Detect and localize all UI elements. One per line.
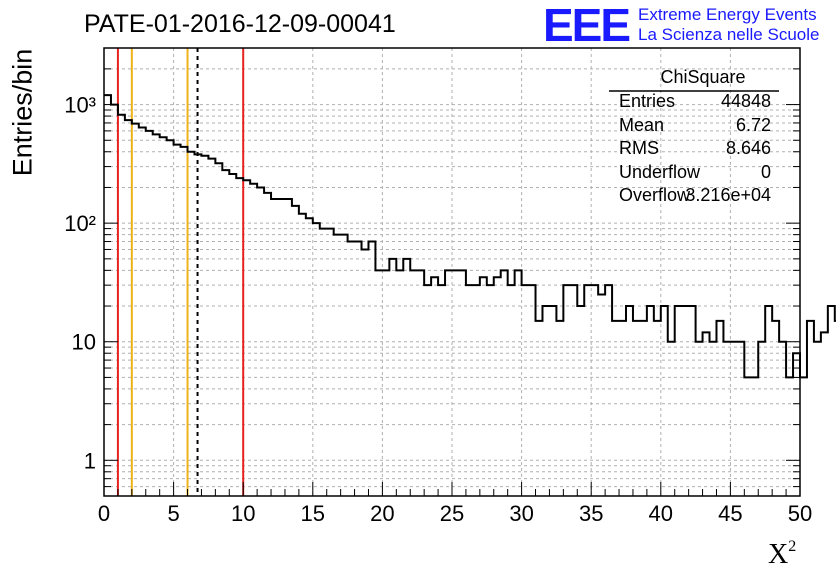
y-tick-label: 1 — [84, 448, 96, 473]
x-tick-label: 0 — [98, 501, 110, 526]
x-tick-label: 45 — [718, 501, 742, 526]
stats-title: ChiSquare — [660, 67, 746, 87]
stats-value: 44848 — [720, 91, 771, 111]
x-tick-label: 35 — [579, 501, 603, 526]
stats-row-overflow: Overflow 3.216e+04 — [615, 185, 771, 209]
stats-value: 3.216e+04 — [685, 185, 771, 206]
stats-divider — [609, 90, 779, 92]
chart-title: PATE-01-2016-12-09-00041 — [84, 10, 396, 38]
eee-logo: EEE — [543, 0, 631, 51]
x-tick-label: 50 — [788, 501, 812, 526]
logo-line-2: La Scienza nelle Scuole — [638, 25, 820, 44]
stats-key: Mean — [619, 114, 665, 135]
x-tick-label: 25 — [440, 501, 464, 526]
threshold-lines — [116, 48, 245, 496]
axis-ticks: 0 5 10 15 20 25 30 35 40 45 50 1 10 10² 10³ — [64, 47, 812, 526]
stats-value: 6.72 — [735, 114, 771, 135]
y-tick-label: 10³ — [64, 93, 96, 118]
x-tick-label: 20 — [370, 501, 394, 526]
stats-key: Underflow — [619, 161, 701, 182]
stats-key: Entries — [619, 91, 676, 111]
stats-value: 0 — [760, 161, 771, 182]
y-tick-label: 10 — [72, 330, 96, 355]
y-axis-label: Entries/bin — [7, 48, 38, 177]
stats-value: 8.646 — [725, 138, 771, 159]
x-tick-label: 10 — [231, 501, 255, 526]
x-tick-label: 40 — [649, 501, 673, 526]
x-tick-label: 30 — [509, 501, 533, 526]
stats-box: ChiSquare Entries 44848 Mean 6.72 RMS 8.… — [609, 67, 779, 209]
stats-row-mean: Mean 6.72 — [615, 115, 771, 139]
y-tick-label: 10² — [64, 211, 96, 236]
stats-key: RMS — [619, 138, 659, 159]
stats-key: Overflow — [619, 185, 691, 206]
stats-row-entries: Entries 44848 — [615, 91, 771, 115]
stats-row-underflow: Underflow 0 — [615, 162, 771, 186]
stats-row-rms: RMS 8.646 — [615, 138, 771, 162]
x-axis-label: X2 — [768, 538, 797, 570]
x-tick-label: 5 — [167, 501, 179, 526]
logo-line-1: Extreme Energy Events — [638, 5, 817, 24]
grid — [104, 47, 800, 497]
x-tick-label: 15 — [301, 501, 325, 526]
